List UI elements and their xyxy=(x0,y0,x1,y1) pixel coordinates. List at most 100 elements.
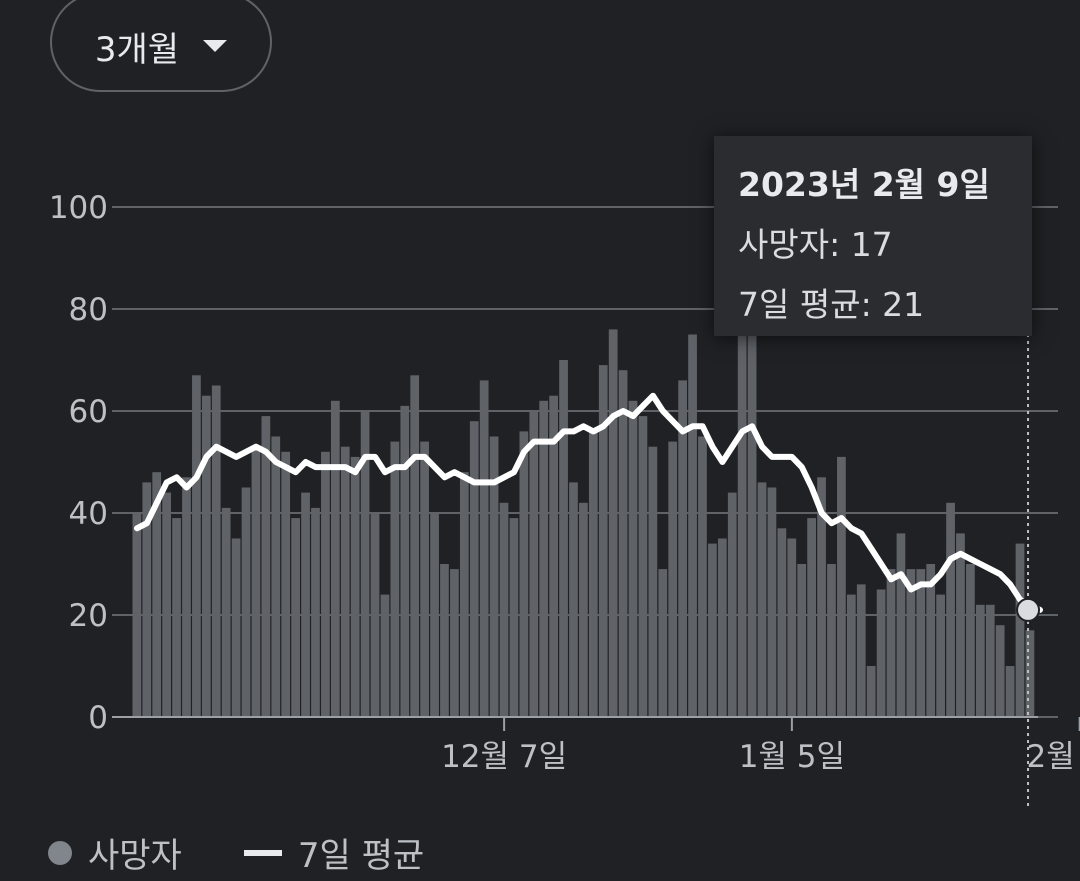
deaths-bar[interactable] xyxy=(966,564,975,717)
deaths-bar[interactable] xyxy=(360,411,370,717)
deaths-bar[interactable] xyxy=(400,405,410,717)
marker-layer xyxy=(1016,138,1041,806)
deaths-bar[interactable] xyxy=(450,569,459,717)
deaths-bar[interactable] xyxy=(549,395,558,717)
deaths-bar[interactable] xyxy=(261,416,271,717)
deaths-bar[interactable] xyxy=(827,564,836,717)
range-dropdown[interactable]: 3개월 xyxy=(50,0,272,92)
deaths-bar[interactable] xyxy=(1025,630,1035,717)
deaths-bar[interactable] xyxy=(638,416,648,717)
deaths-bar[interactable] xyxy=(380,594,390,717)
deaths-bar[interactable] xyxy=(311,507,320,717)
deaths-bar[interactable] xyxy=(469,421,479,717)
deaths-bar[interactable] xyxy=(688,334,697,718)
deaths-bar[interactable] xyxy=(807,518,816,717)
deaths-bar[interactable] xyxy=(132,513,142,717)
deaths-bar[interactable] xyxy=(529,411,539,717)
deaths-bar[interactable] xyxy=(708,543,717,717)
deaths-bar[interactable] xyxy=(608,329,618,717)
deaths-bar[interactable] xyxy=(559,360,568,717)
deaths-bar[interactable] xyxy=(628,400,638,717)
deaths-bar[interactable] xyxy=(797,564,807,717)
deaths-bar[interactable] xyxy=(837,456,846,717)
y-tick-label: 0 xyxy=(88,700,108,736)
deaths-bar[interactable] xyxy=(787,538,797,718)
deaths-bar[interactable] xyxy=(430,513,439,717)
deaths-chart[interactable]: 0 20 40 60 80 100 12월 7일 1월 5일 2월 3일 xyxy=(0,0,1080,820)
deaths-bar[interactable] xyxy=(817,477,826,717)
avg-line[interactable] xyxy=(134,392,1043,613)
deaths-bar[interactable] xyxy=(241,487,251,718)
deaths-bar[interactable] xyxy=(896,533,906,717)
deaths-bar[interactable] xyxy=(390,441,400,717)
deaths-bar[interactable] xyxy=(588,431,598,717)
deaths-bar[interactable] xyxy=(995,625,1005,717)
deaths-bar[interactable] xyxy=(509,518,519,717)
deaths-bar[interactable] xyxy=(727,492,737,717)
deaths-bar[interactable] xyxy=(519,431,529,717)
deaths-bar[interactable] xyxy=(172,518,181,717)
deaths-bar[interactable] xyxy=(340,446,350,717)
deaths-bar[interactable] xyxy=(648,446,658,717)
chart-legend: 사망자 7일 평균 xyxy=(48,828,424,877)
deaths-bar[interactable] xyxy=(291,518,300,717)
deaths-bar[interactable] xyxy=(162,492,171,717)
deaths-bar[interactable] xyxy=(489,436,499,718)
deaths-bar[interactable] xyxy=(698,436,707,718)
deaths-bar[interactable] xyxy=(886,569,896,717)
deaths-bar[interactable] xyxy=(1005,666,1015,717)
deaths-bar[interactable] xyxy=(668,441,678,717)
deaths-bar[interactable] xyxy=(499,502,509,717)
deaths-bar[interactable] xyxy=(985,604,995,717)
deaths-bar[interactable] xyxy=(866,666,876,717)
deaths-bar[interactable] xyxy=(221,507,231,717)
deaths-bar[interactable] xyxy=(956,533,965,717)
y-tick-label: 20 xyxy=(69,598,108,634)
deaths-bar[interactable] xyxy=(926,564,936,717)
deaths-bar[interactable] xyxy=(281,451,291,717)
deaths-bar[interactable] xyxy=(757,482,767,717)
deaths-bar[interactable] xyxy=(579,502,588,717)
deaths-bar[interactable] xyxy=(182,477,191,717)
deaths-bar[interactable] xyxy=(350,456,360,717)
deaths-bar[interactable] xyxy=(192,375,201,717)
deaths-bar[interactable] xyxy=(598,365,608,717)
deaths-bar[interactable] xyxy=(251,446,261,717)
deaths-bar[interactable] xyxy=(211,385,221,718)
deaths-bar[interactable] xyxy=(301,492,310,717)
deaths-bar[interactable] xyxy=(906,569,916,717)
deaths-bar[interactable] xyxy=(410,375,420,717)
deaths-bar[interactable] xyxy=(330,400,340,717)
deaths-bar[interactable] xyxy=(876,589,886,718)
chart-tooltip: 2023년 2월 9일 사망자: 17 7일 평균: 21 xyxy=(714,136,1032,336)
deaths-bar[interactable] xyxy=(231,538,241,718)
deaths-bar[interactable] xyxy=(459,472,469,717)
deaths-bar[interactable] xyxy=(767,487,777,718)
deaths-bar[interactable] xyxy=(658,569,668,717)
deaths-bar[interactable] xyxy=(936,594,945,717)
deaths-bar[interactable] xyxy=(846,594,856,717)
deaths-bar[interactable] xyxy=(321,451,330,717)
deaths-bar[interactable] xyxy=(420,441,429,717)
deaths-bar[interactable] xyxy=(747,309,757,717)
deaths-bar[interactable] xyxy=(440,564,449,717)
deaths-bar[interactable] xyxy=(946,502,955,717)
deaths-bar[interactable] xyxy=(737,309,747,717)
deaths-bar[interactable] xyxy=(142,482,152,717)
deaths-bar[interactable] xyxy=(856,584,866,717)
deaths-bar[interactable] xyxy=(717,538,727,718)
deaths-bar[interactable] xyxy=(618,370,628,717)
deaths-bar[interactable] xyxy=(370,513,380,717)
deaths-bar[interactable] xyxy=(916,569,926,717)
deaths-bar[interactable] xyxy=(539,400,549,717)
deaths-bar[interactable] xyxy=(975,604,985,717)
deaths-bar[interactable] xyxy=(678,380,687,717)
deaths-bar[interactable] xyxy=(777,528,787,717)
deaths-bar[interactable] xyxy=(1015,543,1025,717)
deaths-bar[interactable] xyxy=(569,482,578,717)
hover-point-marker[interactable] xyxy=(1016,597,1041,622)
deaths-bar[interactable] xyxy=(152,472,162,717)
deaths-bar[interactable] xyxy=(271,436,281,718)
deaths-bar[interactable] xyxy=(479,380,489,717)
deaths-bar[interactable] xyxy=(201,395,211,717)
